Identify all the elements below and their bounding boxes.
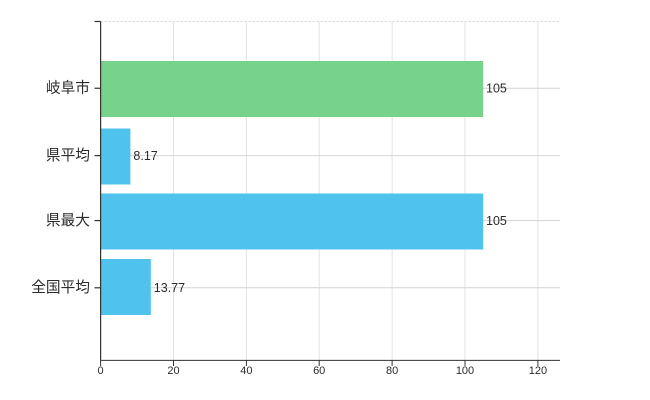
svg-text:8.17: 8.17 [133,149,157,163]
svg-text:全国平均: 全国平均 [31,279,90,296]
svg-text:100: 100 [456,365,474,377]
svg-text:13.77: 13.77 [154,281,185,295]
svg-text:0: 0 [98,365,104,377]
svg-text:40: 40 [240,365,252,377]
svg-text:県最大: 県最大 [46,212,90,229]
svg-text:県平均: 県平均 [46,147,90,164]
svg-text:岐阜市: 岐阜市 [46,80,90,97]
svg-text:80: 80 [386,365,398,377]
svg-text:20: 20 [167,365,179,377]
svg-text:105: 105 [486,82,507,96]
svg-text:105: 105 [486,214,507,228]
svg-text:120: 120 [529,365,547,377]
svg-text:60: 60 [313,365,325,377]
